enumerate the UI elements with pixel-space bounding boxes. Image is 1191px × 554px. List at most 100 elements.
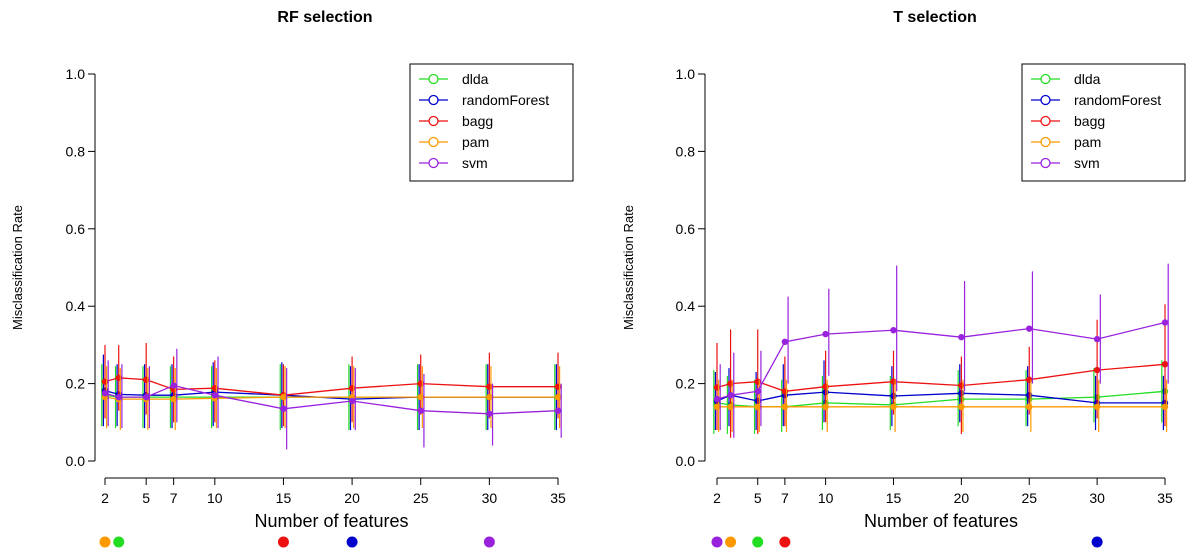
y-tick-label: 0.6	[676, 221, 696, 237]
x-tick-label: 20	[344, 490, 360, 506]
data-point	[781, 388, 789, 395]
series-line	[716, 390, 1166, 408]
y-tick-label: 0.4	[676, 298, 696, 314]
chart-panel-2: T selection 0.0 0.2 0.4 0.6 0.8 1.0 Misclassifi…	[621, 9, 1186, 548]
data-point	[822, 330, 829, 338]
data-point	[958, 333, 965, 341]
bottom-marker-randomForest	[1091, 536, 1103, 548]
x-tick-label: 20	[954, 490, 970, 506]
x-tick-label: 7	[170, 490, 178, 506]
series-line	[104, 384, 559, 415]
data-point	[1026, 376, 1033, 383]
legend-swatch-marker	[1040, 115, 1051, 127]
x-tick-label: 30	[482, 490, 498, 506]
data-point	[142, 393, 150, 401]
legend-label: randomForest	[1074, 92, 1161, 108]
legend-label: svm	[462, 155, 488, 171]
y-tick-label: 0.6	[66, 221, 86, 237]
x-tick-label: 10	[207, 490, 223, 506]
legend-swatch-marker	[1040, 73, 1051, 85]
series-svm	[101, 348, 562, 450]
series-line	[716, 391, 1165, 404]
y-axis-label: Misclassification Rate	[10, 205, 25, 330]
data-point	[1093, 335, 1101, 343]
data-point	[170, 382, 177, 389]
chart-panel-1: RF selection 0.0 0.2 0.4 0.6 0.8 1.0 Misclassif…	[10, 9, 574, 548]
data-point	[280, 393, 287, 401]
legend-label: randomForest	[462, 92, 549, 108]
data-point	[1093, 403, 1101, 411]
data-point	[754, 388, 761, 395]
data-point	[348, 397, 356, 405]
data-point	[713, 403, 721, 411]
data-point	[781, 403, 789, 411]
bottom-marker-pam	[725, 536, 737, 548]
data-point	[754, 403, 761, 411]
data-point	[781, 338, 789, 346]
series-svm	[713, 263, 1169, 438]
legend-swatch-marker	[428, 115, 439, 127]
data-point	[1161, 403, 1169, 411]
data-point	[115, 393, 122, 401]
x-tick-label: 2	[713, 490, 721, 506]
data-point	[101, 390, 109, 397]
data-point	[280, 405, 287, 412]
x-tick-label: 25	[1021, 490, 1037, 506]
y-tick-label: 0.0	[66, 453, 86, 469]
data-point	[348, 385, 356, 392]
legend: dlda randomForest bagg pam svm	[1021, 63, 1186, 182]
y-tick-label: 0.2	[66, 376, 86, 392]
bottom-marker-randomForest	[346, 536, 358, 548]
x-tick-label: 30	[1089, 490, 1105, 506]
data-point	[727, 403, 734, 411]
data-point	[1026, 325, 1033, 332]
legend-swatch-marker	[428, 157, 439, 169]
data-point	[890, 326, 897, 334]
y-tick-label: 0.4	[66, 298, 86, 314]
x-tick-label: 25	[413, 490, 429, 506]
data-point	[115, 374, 122, 381]
x-tick-label: 10	[818, 490, 834, 506]
x-tick-label: 5	[754, 490, 762, 506]
y-tick-label: 1.0	[676, 66, 696, 82]
data-point	[170, 395, 177, 403]
x-tick-label: 5	[142, 490, 150, 506]
y-tick-label: 0.8	[66, 143, 86, 159]
data-point	[727, 392, 734, 399]
series-line	[716, 363, 1166, 392]
data-point	[211, 385, 219, 392]
series-pam	[101, 366, 562, 431]
bottom-marker-pam	[99, 536, 111, 548]
bottom-marker-dlda	[752, 536, 764, 548]
series-line	[104, 377, 558, 396]
data-point	[554, 393, 562, 401]
data-point	[713, 395, 721, 403]
data-point	[142, 376, 150, 383]
legend: dlda randomForest bagg pam svm	[409, 63, 574, 182]
data-point	[1026, 403, 1033, 411]
legend-swatch-marker	[1040, 136, 1051, 148]
x-tick-label: 35	[550, 490, 566, 506]
y-tick-label: 0.8	[676, 143, 696, 159]
y-tick-label: 1.0	[66, 66, 86, 82]
data-point	[754, 378, 761, 385]
data-point	[958, 382, 965, 389]
bottom-marker-svm	[483, 536, 495, 548]
series-line	[716, 321, 1166, 400]
data-point	[822, 403, 829, 411]
legend-label: dlda	[1074, 71, 1101, 87]
data-point	[890, 403, 897, 411]
data-point	[554, 407, 562, 414]
x-axis-label: Number of features	[254, 511, 408, 531]
legend-label: pam	[462, 134, 489, 150]
chart-title: RF selection	[277, 9, 372, 26]
data-point	[101, 378, 109, 385]
data-point	[486, 383, 493, 390]
y-axis-label: Misclassification Rate	[621, 205, 636, 330]
data-point	[958, 403, 965, 411]
series-pam	[713, 379, 1169, 432]
data-point	[417, 380, 424, 387]
bottom-marker-svm	[711, 536, 723, 548]
bottom-marker-bagg	[779, 536, 791, 548]
chart-title: T selection	[893, 9, 977, 26]
